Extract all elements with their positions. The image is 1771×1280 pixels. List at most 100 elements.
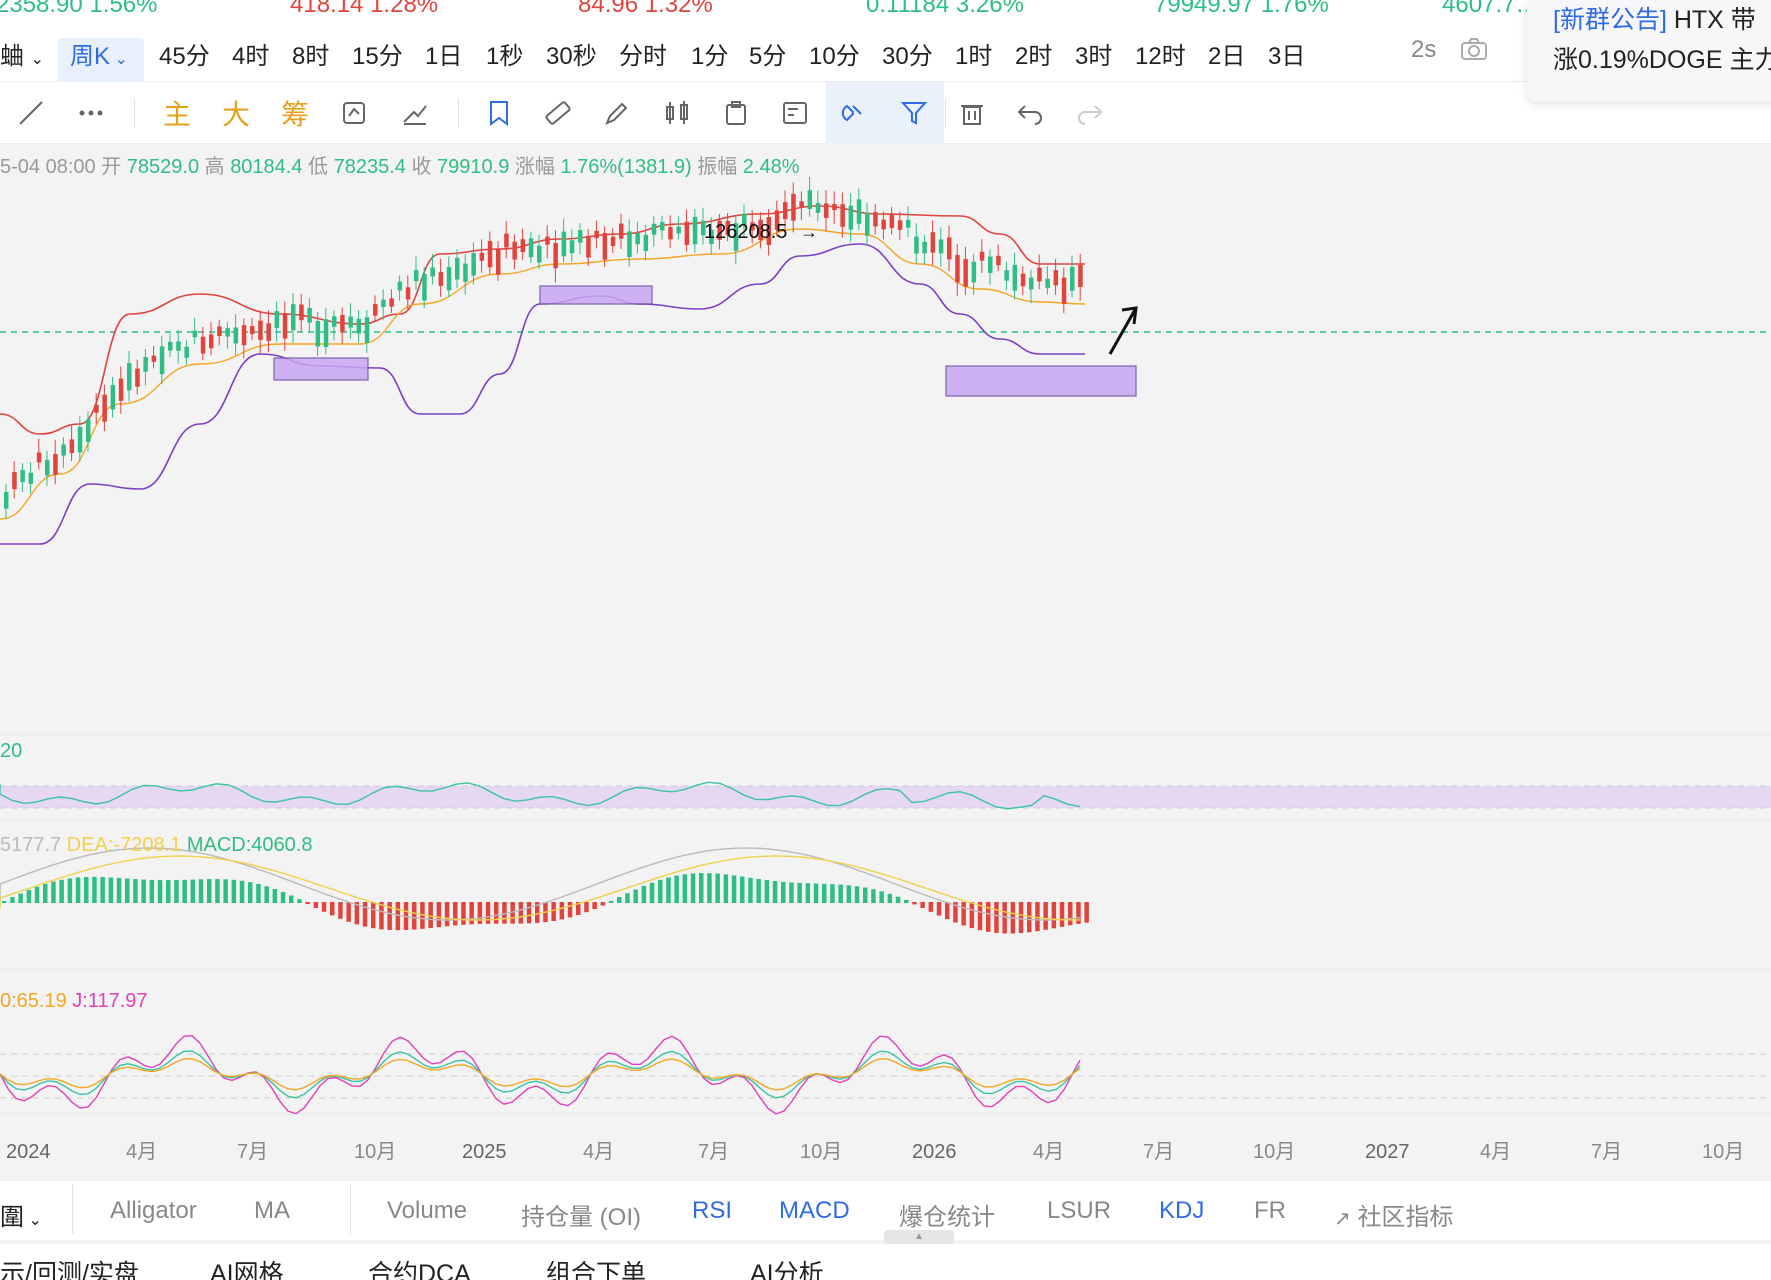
divider [350, 1184, 351, 1234]
timeframe-item[interactable]: 2日 [1208, 43, 1246, 70]
indicator-tab-kdj[interactable]: KDJ [1159, 1197, 1205, 1224]
divider [458, 98, 459, 128]
macd-histogram-bar [1059, 902, 1065, 927]
macd-histogram-bar [666, 877, 671, 903]
candlestick [807, 190, 813, 210]
community-indicators[interactable]: ↗ 社区指标 [1334, 1204, 1454, 1231]
price-chart[interactable]: 126208.5 → 2024 4月 7月 10月 2025 4月 7月 10月 2026 4月 7… [0, 144, 1771, 1180]
ruler-icon[interactable] [541, 96, 575, 130]
timeframe-item[interactable]: 1时 [955, 43, 993, 70]
rsi-line [0, 781, 1081, 810]
timeframe-item[interactable]: 8时 [292, 43, 330, 70]
trendline-icon[interactable] [14, 96, 48, 130]
footer-tab[interactable]: 组合下单 [546, 1260, 647, 1280]
timeframe-item[interactable]: 45分 [159, 43, 210, 70]
timeframe-item[interactable]: 3日 [1268, 43, 1306, 70]
timeframe-item[interactable]: 1秒 [486, 43, 524, 70]
ticker-item[interactable]: 2358.90 1.56% [0, 0, 158, 16]
candlestick [922, 241, 927, 254]
measure-icon[interactable] [398, 96, 432, 130]
candlestick [217, 326, 222, 337]
timeframe-item[interactable]: 30分 [882, 43, 933, 70]
note-icon[interactable] [778, 96, 812, 130]
macd-histogram-bar [772, 881, 778, 903]
bookmark-icon[interactable] [483, 96, 517, 130]
clipboard-icon[interactable] [719, 96, 753, 130]
ticker-item[interactable]: 79949.97 1.76% [1154, 0, 1329, 16]
macd-histogram-bar [485, 902, 491, 924]
candlestick-icon[interactable] [660, 96, 694, 130]
x-axis-tick-label: 4月 [126, 1141, 157, 1163]
camera-icon[interactable] [1460, 36, 1488, 69]
timeframe-item[interactable]: 15分 [352, 43, 403, 70]
pen-icon[interactable] [600, 96, 634, 130]
ticker-item[interactable]: 84.96 1.32% [578, 0, 713, 16]
candlestick [135, 368, 140, 387]
trash-icon[interactable] [955, 96, 989, 130]
panel-drag-handle[interactable]: ▲ [884, 1230, 954, 1244]
arrow-right-icon: → [800, 222, 818, 242]
candlestick [742, 213, 747, 226]
main-force-button[interactable]: 主 [162, 99, 191, 130]
timeframe-item[interactable]: 5分 [749, 43, 787, 70]
macd-histogram-bar [559, 902, 565, 920]
big-order-button[interactable]: 大 [221, 99, 250, 130]
macd-histogram-bar [920, 902, 925, 909]
replay-icon[interactable] [337, 96, 371, 130]
refresh-interval[interactable]: 2s [1411, 36, 1437, 63]
macd-histogram-bar [518, 902, 524, 924]
footer-tab[interactable]: AI分析 [750, 1260, 824, 1280]
timeframe-item[interactable]: 30秒 [546, 43, 597, 70]
footer-tab[interactable]: AI网格 [210, 1260, 284, 1280]
kdj-d-line [0, 1057, 1081, 1091]
drawing-toolbar: 主 大 筹 [0, 82, 1771, 144]
timeframe-item[interactable]: 2时 [1015, 43, 1053, 70]
footer-tab[interactable]: 示/回测/实盘 [0, 1260, 139, 1280]
indicator-tab[interactable]: FR [1254, 1197, 1286, 1224]
chips-button[interactable]: 筹 [280, 99, 309, 130]
macd-histogram-bar [723, 874, 729, 903]
ticker-item[interactable]: 418.14 1.28% [290, 0, 439, 16]
indicator-tab[interactable]: Alligator [110, 1197, 197, 1224]
candlestick [1012, 264, 1018, 291]
indicator-tab[interactable]: MA [254, 1197, 290, 1224]
timeframe-item[interactable]: 10分 [809, 43, 860, 70]
candlestick [53, 454, 58, 475]
indicator-tab[interactable]: Volume [387, 1197, 468, 1224]
macd-histogram-bar [330, 902, 335, 916]
undo-icon[interactable] [1013, 96, 1047, 130]
candlestick [118, 378, 124, 401]
candlestick [668, 227, 673, 240]
indicator-tab-macd[interactable]: MACD [779, 1197, 850, 1224]
period-selector[interactable]: 圍 ⌄ [0, 1204, 42, 1231]
candlestick [889, 214, 895, 228]
open-value: 78529.0 [126, 156, 200, 178]
indicator-tab-rsi[interactable]: RSI [692, 1197, 733, 1224]
magnet-icon[interactable] [837, 96, 871, 130]
ticker-item[interactable]: 4607.7… [1442, 0, 1540, 16]
timeframe-item[interactable]: 4时 [232, 43, 270, 70]
more-icon[interactable] [74, 96, 108, 130]
announcement-popup[interactable]: [新群公告] HTX 带 涨0.19%DOGE 主力 [1527, 0, 1771, 102]
candlestick [512, 241, 517, 260]
timeframe-item[interactable]: 12时 [1135, 43, 1186, 70]
bollinger-lower-line [0, 243, 1085, 545]
timeframe-item[interactable]: 3时 [1075, 43, 1113, 70]
high-value: 80184.4 [230, 156, 303, 178]
macd-histogram-bar [764, 880, 770, 903]
timeframe-week[interactable]: 周K ⌄ [70, 43, 128, 70]
macd-histogram-bar [805, 883, 811, 903]
redo-icon[interactable] [1073, 96, 1107, 130]
support-box [273, 357, 369, 381]
indicator-tab[interactable]: LSUR [1047, 1197, 1112, 1224]
indicator-tab[interactable]: 爆仓统计 [899, 1204, 995, 1231]
filter-icon[interactable] [897, 96, 931, 130]
footer-tab[interactable]: 合约DCA [368, 1260, 471, 1280]
timeframe-item[interactable]: 分时 [619, 43, 667, 70]
ticker-item[interactable]: 0.11184 3.26% [866, 0, 1024, 16]
symbol-selector[interactable]: 蛐 ⌄ [0, 43, 45, 70]
timeframe-item[interactable]: 1日 [425, 43, 463, 70]
indicator-tab[interactable]: 持仓量 (OI) [521, 1204, 641, 1231]
timeframe-item[interactable]: 1分 [691, 43, 729, 70]
candlestick [397, 281, 403, 291]
